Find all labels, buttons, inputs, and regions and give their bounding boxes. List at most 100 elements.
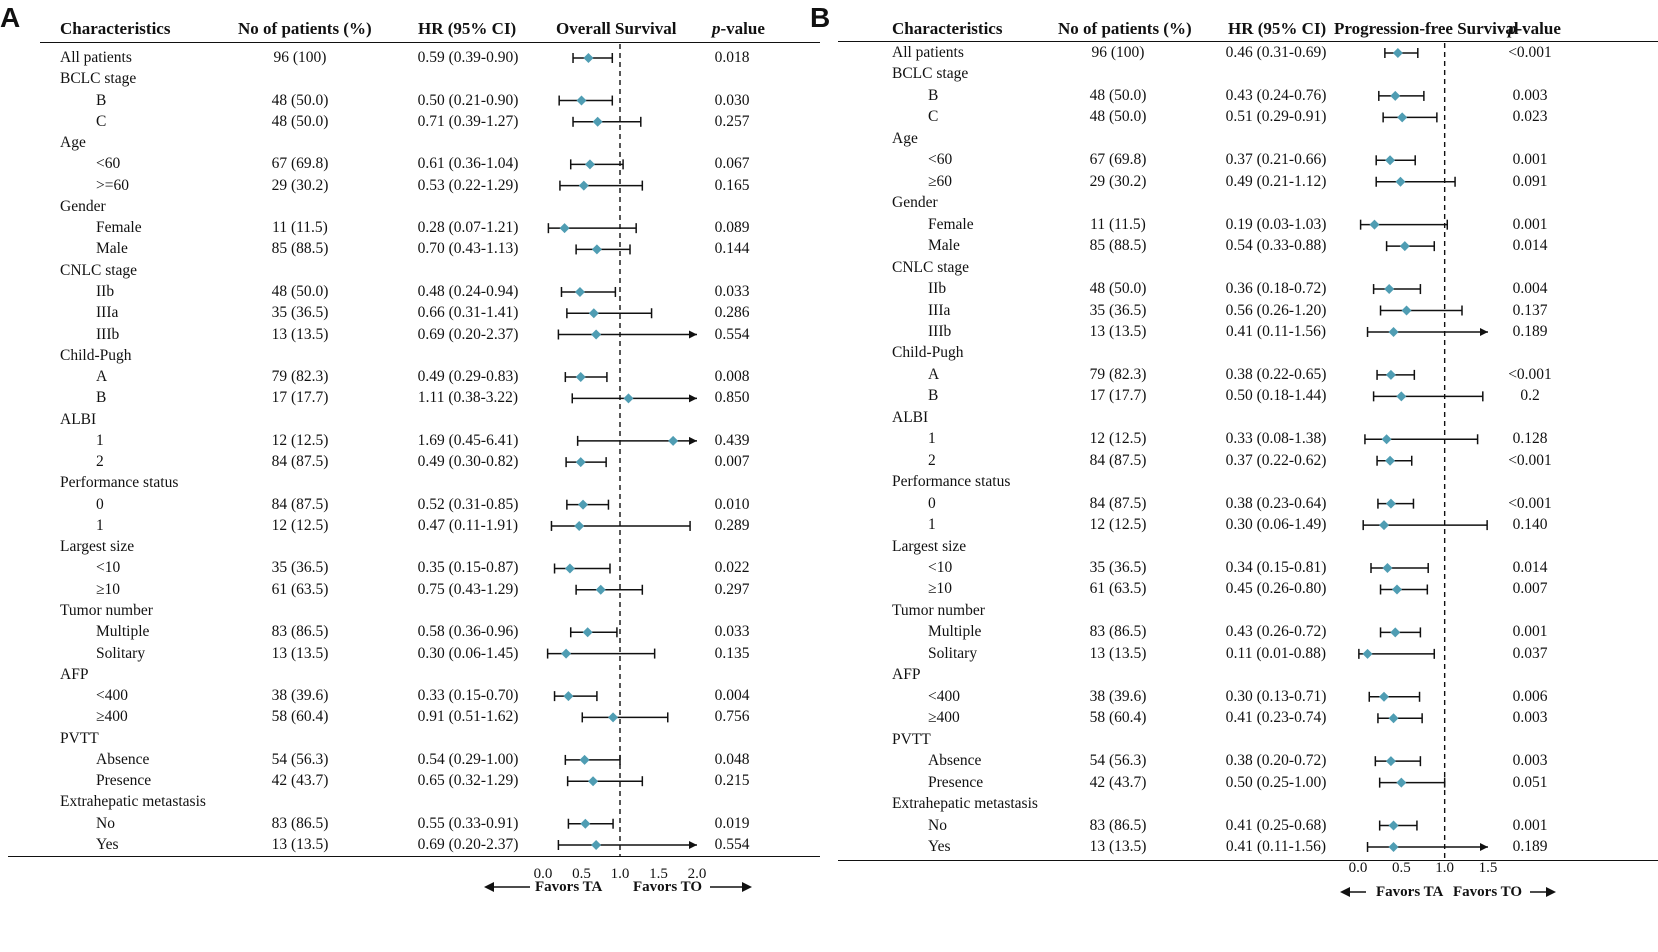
hr-point (1384, 284, 1395, 295)
row-label: 2 (96, 453, 104, 471)
p-value-cell: 0.140 (1512, 516, 1548, 534)
axis-tick-label: 0.5 (572, 866, 591, 882)
p-value-cell: 0.010 (714, 495, 750, 513)
p-value-cell: <0.001 (1508, 494, 1552, 512)
p-value-cell: 0.554 (714, 325, 750, 343)
hr-ci-cell: 0.30 (0.13-0.71) (1225, 687, 1327, 705)
patients-cell: 38 (39.6) (271, 687, 329, 705)
hr-point (592, 116, 603, 127)
hr-point (591, 329, 602, 340)
forest-plot (1340, 43, 1556, 897)
hr-ci-cell: 0.55 (0.33-0.91) (417, 814, 519, 832)
hr-ci-cell: 0.30 (0.06-1.45) (417, 644, 519, 662)
header-plot-title: Progression-free Survival (1334, 19, 1519, 38)
p-value-cell: 0.297 (714, 580, 750, 598)
hr-point (623, 393, 634, 404)
favors-left-label: Favors TA (1376, 884, 1444, 900)
category-label: AFP (892, 666, 921, 684)
row-label: <400 (928, 687, 960, 705)
row-label: Multiple (928, 623, 982, 641)
row-label: B (96, 389, 107, 407)
category-label: ALBI (60, 410, 97, 428)
hr-ci-cell: 0.69 (0.20-2.37) (417, 836, 519, 853)
hr-point (584, 159, 595, 170)
patients-cell: 48 (50.0) (1089, 280, 1147, 298)
hr-point (1396, 391, 1407, 402)
header-patients: No of patients (%) (238, 19, 372, 38)
p-value-cell: 0.189 (1512, 322, 1548, 340)
hr-ci-cell: 0.38 (0.23-0.64) (1225, 494, 1327, 512)
p-value-cell: 0.089 (714, 219, 750, 237)
hr-ci-cell: 0.41 (0.11-1.56) (1225, 838, 1327, 855)
hr-ci-cell: 0.50 (0.25-1.00) (1225, 773, 1327, 791)
p-value-cell: 0.001 (1512, 215, 1548, 233)
hr-ci-cell: 0.50 (0.21-0.90) (417, 91, 519, 109)
row-label: <60 (96, 155, 121, 173)
header-rule (40, 42, 820, 43)
patients-cell: 61 (63.5) (1089, 580, 1147, 598)
hr-point (595, 584, 606, 595)
hr-point (563, 691, 574, 702)
patients-cell: 48 (50.0) (1089, 108, 1147, 126)
bottom-rule (8, 856, 820, 857)
row-label: ≥60 (928, 172, 953, 190)
row-label: IIb (96, 282, 115, 300)
panel-b-progression-free-survival: B Characteristics No of patients (%) HR (9… (810, 0, 1658, 952)
row-label: B (96, 91, 107, 109)
hr-point (1362, 648, 1373, 659)
patients-cell: 54 (56.3) (1089, 752, 1147, 770)
row-label: IIIb (96, 325, 120, 343)
hr-point (591, 840, 602, 850)
ci-arrow (689, 394, 697, 403)
hr-point (1379, 691, 1389, 702)
row-label: Yes (928, 838, 951, 855)
patients-cell: 48 (50.0) (271, 91, 329, 109)
hr-ci-cell: 0.41 (0.25-0.68) (1225, 816, 1327, 834)
patients-cell: 48 (50.0) (271, 112, 329, 130)
favors-left-arrow-head (1340, 887, 1350, 897)
p-value-cell: 0.033 (714, 282, 750, 300)
hr-point (1397, 112, 1408, 123)
row-label: C (928, 108, 939, 126)
p-value-cell: 0.023 (1512, 108, 1548, 126)
patients-cell: 84 (87.5) (1089, 451, 1147, 469)
hr-ci-cell: 0.28 (0.07-1.21) (417, 219, 519, 237)
p-value-cell: 0.001 (1512, 151, 1548, 169)
favors-right-arrow-head (742, 882, 752, 892)
row-label: Multiple (96, 623, 150, 641)
row-label: All patients (892, 44, 964, 61)
hr-ci-cell: 0.47 (0.11-1.91) (417, 516, 519, 534)
hr-ci-cell: 0.61 (0.36-1.04) (417, 155, 519, 173)
bottom-rule (838, 860, 1658, 861)
hr-point (668, 435, 679, 446)
hr-point (1388, 713, 1399, 724)
patients-cell: 29 (30.2) (1089, 172, 1147, 190)
axis-tick-label: 1.0 (1435, 860, 1455, 876)
hr-ci-cell: 1.69 (0.45-6.41) (417, 431, 519, 449)
hr-ci-cell: 0.41 (0.23-0.74) (1225, 709, 1327, 727)
row-label: 0 (928, 494, 936, 512)
category-label: Extrahepatic metastasis (892, 795, 1038, 813)
patients-cell: 48 (50.0) (271, 282, 329, 300)
row-label: ≥10 (96, 580, 121, 598)
p-value-cell: 0.030 (714, 91, 750, 109)
p-value-cell: 0.165 (714, 176, 750, 194)
row-label: IIIb (928, 322, 952, 340)
panel-letter: A (0, 2, 21, 33)
p-value-cell: 0.2 (1520, 387, 1540, 405)
hr-point (1395, 176, 1406, 187)
row-label: Presence (96, 772, 152, 790)
patients-cell: 96 (100) (1091, 44, 1145, 61)
hr-ci-cell: 0.54 (0.29-1.00) (417, 750, 519, 768)
row-label: ≥10 (928, 580, 953, 598)
hr-point (578, 180, 589, 191)
patients-cell: 11 (11.5) (272, 219, 328, 237)
hr-ci-cell: 0.11 (0.01-0.88) (1225, 644, 1327, 662)
patients-cell: 13 (13.5) (271, 836, 329, 853)
category-label: PVTT (892, 730, 931, 748)
hr-point (1381, 434, 1392, 445)
hr-ci-cell: 0.38 (0.22-0.65) (1225, 365, 1327, 383)
axis-tick-label: 0.5 (1391, 860, 1411, 876)
row-label: 0 (96, 495, 104, 513)
patients-cell: 54 (56.3) (271, 750, 329, 768)
